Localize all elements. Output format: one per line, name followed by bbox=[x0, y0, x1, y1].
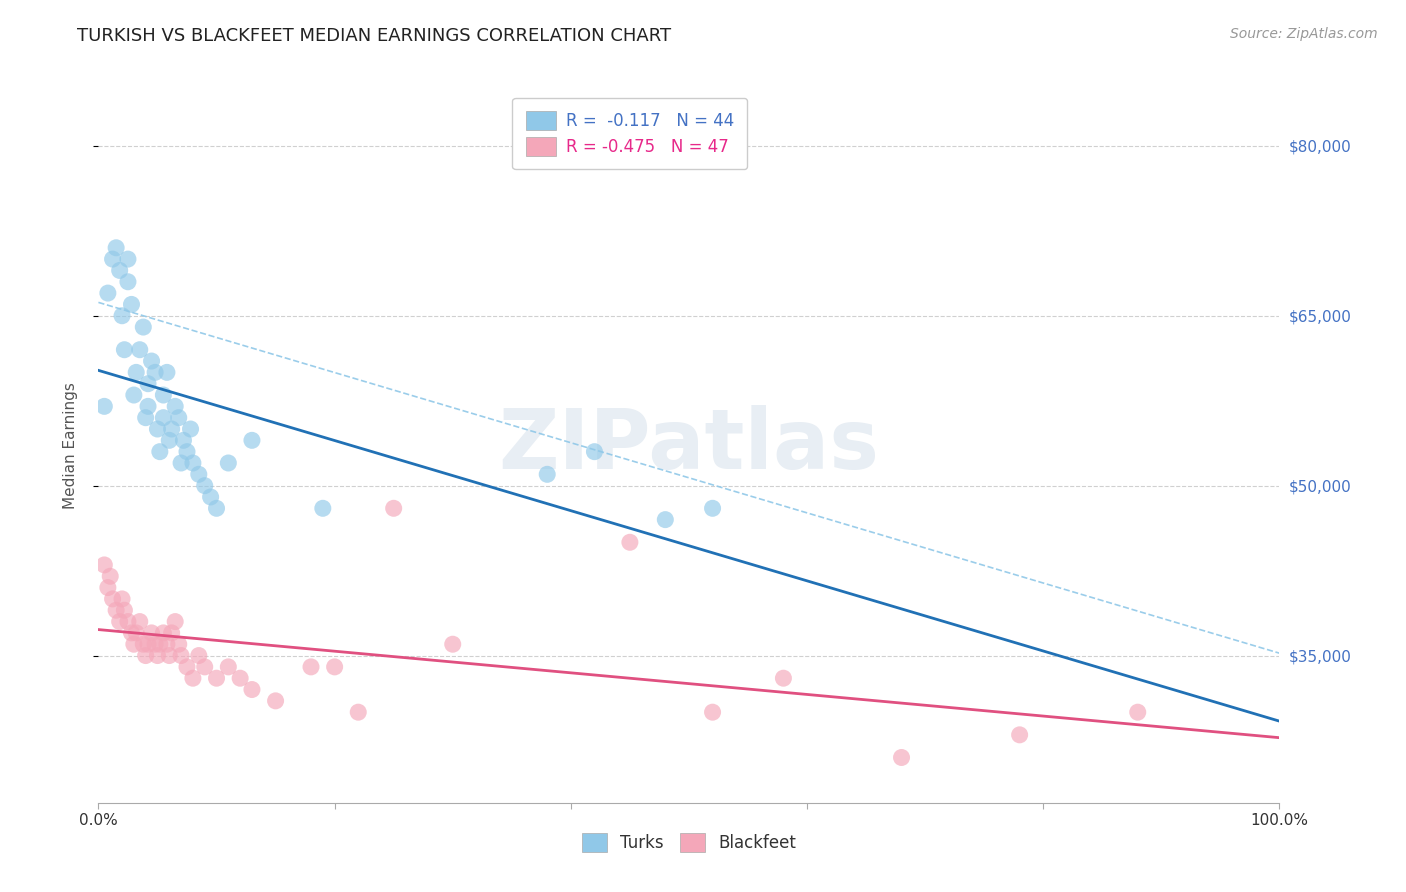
Point bbox=[136, 637, 159, 651]
Point bbox=[146, 648, 169, 663]
Point bbox=[132, 637, 155, 651]
Point bbox=[176, 444, 198, 458]
Point bbox=[536, 467, 558, 482]
Point bbox=[156, 637, 179, 651]
Point bbox=[132, 320, 155, 334]
Point bbox=[229, 671, 252, 685]
Point bbox=[187, 467, 209, 482]
Point bbox=[176, 660, 198, 674]
Point bbox=[160, 422, 183, 436]
Point bbox=[583, 444, 606, 458]
Point bbox=[152, 388, 174, 402]
Point bbox=[167, 410, 190, 425]
Point bbox=[299, 660, 322, 674]
Point bbox=[108, 263, 131, 277]
Point bbox=[160, 626, 183, 640]
Point bbox=[125, 626, 148, 640]
Point bbox=[205, 671, 228, 685]
Point bbox=[170, 648, 193, 663]
Point bbox=[167, 637, 190, 651]
Point bbox=[97, 286, 120, 301]
Point bbox=[157, 434, 180, 448]
Text: TURKISH VS BLACKFEET MEDIAN EARNINGS CORRELATION CHART: TURKISH VS BLACKFEET MEDIAN EARNINGS COR… bbox=[77, 27, 672, 45]
Point bbox=[200, 490, 222, 504]
Point bbox=[156, 365, 179, 379]
Point bbox=[93, 400, 115, 414]
Point bbox=[117, 252, 139, 266]
Point bbox=[1126, 705, 1149, 719]
Point bbox=[143, 365, 166, 379]
Point bbox=[702, 705, 724, 719]
Point bbox=[122, 388, 145, 402]
Point bbox=[654, 513, 676, 527]
Point bbox=[194, 478, 217, 492]
Point bbox=[382, 501, 405, 516]
Point bbox=[105, 241, 128, 255]
Point bbox=[152, 410, 174, 425]
Point bbox=[117, 275, 139, 289]
Point bbox=[101, 252, 124, 266]
Point bbox=[136, 400, 159, 414]
Legend: Turks, Blackfeet: Turks, Blackfeet bbox=[575, 826, 803, 859]
Y-axis label: Median Earnings: Median Earnings bbox=[63, 383, 77, 509]
Point bbox=[181, 671, 204, 685]
Text: Source: ZipAtlas.com: Source: ZipAtlas.com bbox=[1230, 27, 1378, 41]
Point bbox=[205, 501, 228, 516]
Point bbox=[180, 422, 202, 436]
Point bbox=[121, 626, 143, 640]
Point bbox=[125, 365, 148, 379]
Point bbox=[157, 648, 180, 663]
Point bbox=[165, 615, 187, 629]
Point bbox=[117, 615, 139, 629]
Point bbox=[264, 694, 287, 708]
Point bbox=[312, 501, 335, 516]
Point bbox=[146, 422, 169, 436]
Point bbox=[111, 309, 134, 323]
Point bbox=[149, 444, 172, 458]
Point bbox=[165, 400, 187, 414]
Point bbox=[97, 581, 120, 595]
Point bbox=[347, 705, 370, 719]
Point bbox=[217, 456, 239, 470]
Point bbox=[240, 682, 263, 697]
Point bbox=[1008, 728, 1031, 742]
Point bbox=[323, 660, 346, 674]
Point bbox=[240, 434, 263, 448]
Point bbox=[702, 501, 724, 516]
Point bbox=[194, 660, 217, 674]
Point bbox=[172, 434, 194, 448]
Point bbox=[112, 603, 135, 617]
Point bbox=[108, 615, 131, 629]
Point bbox=[93, 558, 115, 572]
Text: ZIPatlas: ZIPatlas bbox=[499, 406, 879, 486]
Point bbox=[122, 637, 145, 651]
Point bbox=[136, 376, 159, 391]
Point bbox=[143, 637, 166, 651]
Point bbox=[890, 750, 912, 764]
Point bbox=[98, 569, 121, 583]
Point bbox=[101, 591, 124, 606]
Point bbox=[149, 637, 172, 651]
Point bbox=[105, 603, 128, 617]
Point bbox=[135, 410, 157, 425]
Point bbox=[181, 456, 204, 470]
Point bbox=[112, 343, 135, 357]
Point bbox=[619, 535, 641, 549]
Point bbox=[170, 456, 193, 470]
Point bbox=[187, 648, 209, 663]
Point bbox=[121, 297, 143, 311]
Point bbox=[141, 354, 163, 368]
Point bbox=[441, 637, 464, 651]
Point bbox=[135, 648, 157, 663]
Point bbox=[111, 591, 134, 606]
Point bbox=[152, 626, 174, 640]
Point bbox=[772, 671, 794, 685]
Point bbox=[217, 660, 239, 674]
Point bbox=[128, 615, 150, 629]
Point bbox=[128, 343, 150, 357]
Point bbox=[141, 626, 163, 640]
